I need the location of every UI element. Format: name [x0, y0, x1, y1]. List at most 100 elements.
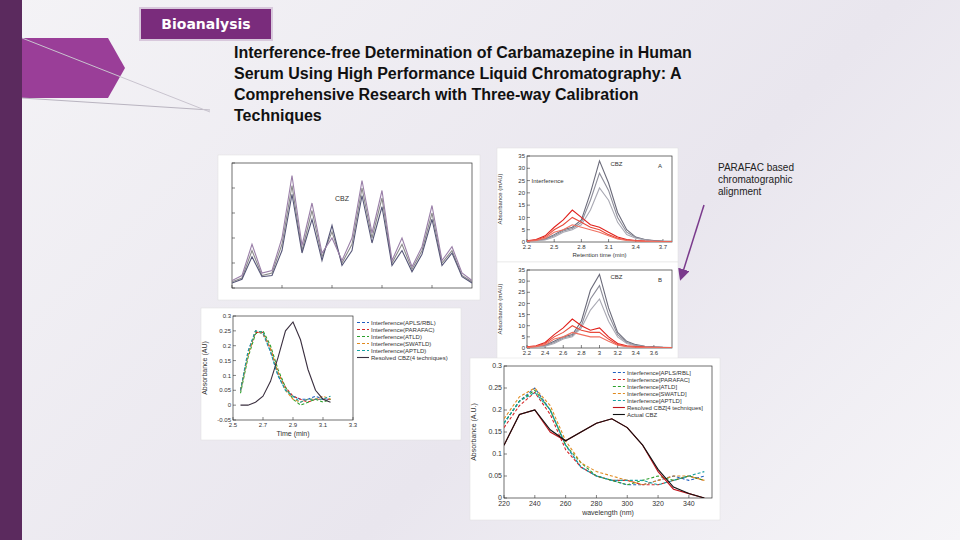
side-strip: [0, 0, 22, 540]
x-tick-label: 260: [560, 500, 572, 507]
y-tick: [527, 217, 530, 218]
chart-annotation: CBZ: [335, 195, 350, 202]
title-line: Techniques: [234, 107, 322, 124]
y-tick-label: 35: [518, 267, 525, 273]
x-tick-label: 2.6: [559, 350, 568, 356]
series-group: [527, 161, 672, 242]
legend-swatch: [357, 322, 369, 323]
y-tick-label: 0.1: [223, 373, 232, 379]
y-tick: [504, 366, 507, 367]
x-tick: [658, 495, 659, 498]
title-line: Comprehensive Research with Three-way Ca…: [234, 86, 639, 103]
legend-swatch: [357, 343, 369, 344]
y-tick-label: 0.1: [492, 450, 502, 457]
x-tick: [596, 495, 597, 498]
annotation-arrow: [681, 205, 704, 278]
x-tick-label: 2.5: [550, 244, 559, 250]
legend-label: Interference(ATLD): [371, 334, 422, 340]
y-tick: [233, 405, 236, 406]
x-tick: [554, 239, 555, 242]
y-axis-label: Absorbance (mAU): [497, 283, 503, 334]
legend-swatch: [613, 414, 625, 415]
legend-label: Interference[SWATLD]: [627, 391, 687, 397]
y-tick-label: 0: [522, 239, 526, 245]
y-tick: [527, 156, 530, 157]
y-tick-label: 0: [522, 345, 526, 351]
y-tick: [233, 316, 236, 317]
legend: Interference(APLS/RBL)Interference(PARAF…: [357, 320, 448, 361]
legend-swatch: [357, 350, 369, 351]
y-axis-label: Absorbance (AU): [201, 341, 209, 395]
y-tick: [527, 314, 530, 315]
legend-label: Interference(SWATLD): [371, 341, 431, 347]
y-tick: [504, 432, 507, 433]
y-tick: [504, 476, 507, 477]
y-tick: [504, 388, 507, 389]
y-tick: [504, 498, 507, 499]
y-tick-label: 15: [518, 202, 525, 208]
series-line: [504, 388, 704, 485]
x-tick: [232, 285, 233, 288]
y-tick: [233, 420, 236, 421]
x-tick: [581, 345, 582, 348]
chart-annotation: CBZ: [610, 161, 622, 167]
x-tick: [565, 495, 566, 498]
y-tick: [527, 229, 530, 230]
series-line: [527, 319, 672, 348]
chart-annotation: CBZ: [610, 274, 622, 280]
legend-swatch: [613, 386, 625, 387]
series-line: [504, 392, 704, 484]
legend-label: Interference[PARAFAC]: [627, 377, 690, 383]
x-tick-label: 3.7: [659, 244, 668, 250]
x-axis-label: Time (min): [276, 430, 309, 438]
legend-swatch: [357, 336, 369, 337]
chart-panel: [470, 358, 720, 520]
y-tick-label: 0.3: [492, 362, 502, 369]
series-group: [504, 388, 704, 498]
y-tick-label: 30: [518, 165, 525, 171]
y-tick: [527, 270, 530, 271]
chart-annotation: Interference: [532, 178, 565, 184]
x-axis-label: Retention time (min): [572, 252, 626, 258]
y-tick: [527, 281, 530, 282]
y-tick-label: 0.25: [488, 384, 502, 391]
y-tick-label: 25: [518, 289, 525, 295]
plot-frame: [527, 156, 672, 242]
page: Slide html, body { margin: 0; padding: 0…: [0, 0, 960, 540]
x-tick-label: 3.6: [650, 350, 659, 356]
series-line: [527, 173, 672, 241]
chart-panel: [218, 155, 480, 300]
chart-panel: [497, 262, 678, 360]
x-tick: [534, 495, 535, 498]
x-tick-label: 3.2: [613, 350, 622, 356]
series-line: [527, 299, 672, 348]
y-tick-label: 0.05: [219, 387, 231, 393]
y-tick: [232, 238, 235, 239]
series-line: [527, 332, 672, 347]
x-tick: [263, 417, 264, 420]
slide: {"header": {"tag": "Bioanalysis", "title…: [0, 0, 960, 540]
x-tick-label: 3.1: [604, 244, 613, 250]
chart: 2.52.72.93.13.3-0.0500.050.10.150.20.250…: [201, 308, 461, 440]
series-line: [232, 176, 472, 281]
plot-frame: [504, 366, 712, 498]
y-tick-label: 15: [518, 312, 525, 318]
x-tick: [627, 495, 628, 498]
y-tick-label: 0.3: [223, 313, 232, 319]
series-line: [504, 410, 704, 498]
legend-swatch: [357, 357, 369, 358]
x-tick: [563, 345, 564, 348]
chart: 2.22.52.83.13.43.705101520253035CBZInter…: [497, 148, 678, 262]
x-tick: [504, 495, 505, 498]
x-tick: [432, 285, 433, 288]
series-line: [241, 322, 331, 405]
legend-swatch: [613, 400, 625, 401]
x-tick: [608, 239, 609, 242]
x-tick: [688, 495, 689, 498]
series-line: [504, 410, 704, 498]
chart: 2.22.42.62.833.23.43.605101520253035CBZB…: [497, 262, 678, 360]
chart-title: B: [658, 277, 662, 283]
deco-line: [22, 98, 210, 110]
x-tick: [581, 239, 582, 242]
plot-frame: [527, 270, 672, 348]
